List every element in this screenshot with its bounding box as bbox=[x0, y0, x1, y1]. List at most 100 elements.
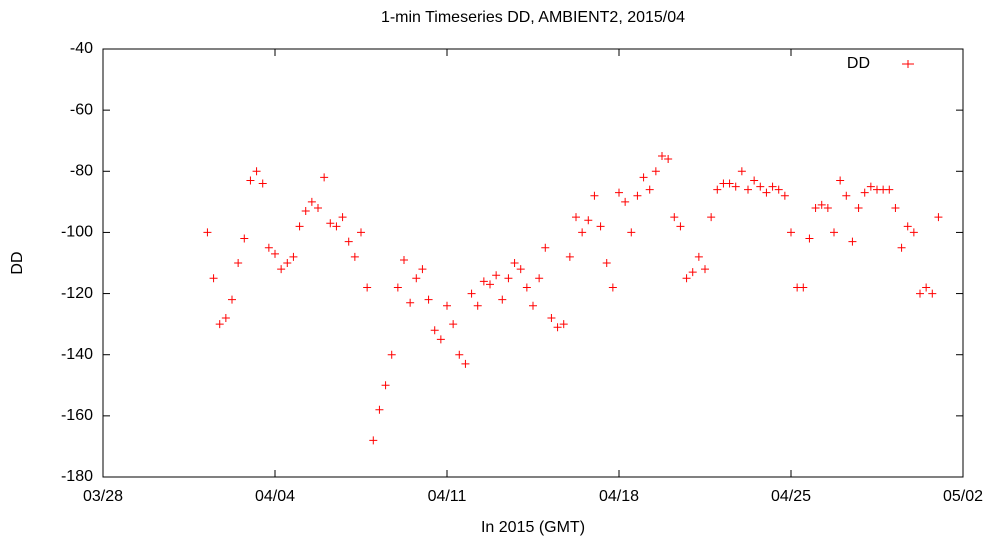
data-point bbox=[621, 197, 630, 206]
data-point bbox=[553, 323, 562, 332]
data-point bbox=[633, 191, 642, 200]
data-point bbox=[221, 314, 230, 323]
data-point bbox=[922, 283, 931, 292]
data-point bbox=[264, 243, 273, 252]
data-point bbox=[283, 259, 292, 267]
data-point bbox=[860, 188, 869, 197]
data-point bbox=[295, 222, 304, 231]
data-point bbox=[307, 197, 316, 206]
data-point bbox=[350, 252, 359, 261]
data-point bbox=[707, 213, 716, 222]
data-point bbox=[928, 289, 937, 298]
y-tick-label: -140 bbox=[61, 346, 93, 363]
data-point bbox=[277, 265, 286, 274]
data-point bbox=[658, 152, 666, 160]
data-point bbox=[326, 219, 335, 228]
data-point bbox=[774, 185, 783, 194]
data-point bbox=[332, 222, 341, 231]
data-point bbox=[547, 314, 556, 323]
data-point bbox=[694, 252, 703, 261]
data-point bbox=[467, 289, 476, 298]
data-point bbox=[252, 167, 261, 176]
data-point bbox=[664, 155, 673, 164]
data-point bbox=[215, 320, 224, 329]
data-point bbox=[443, 301, 451, 310]
data-point bbox=[522, 283, 531, 292]
data-point bbox=[590, 191, 599, 200]
data-point bbox=[535, 274, 544, 283]
data-point bbox=[854, 203, 863, 212]
y-tick-label: -160 bbox=[61, 407, 93, 424]
data-point bbox=[701, 265, 709, 274]
data-point bbox=[504, 274, 513, 283]
data-point bbox=[750, 176, 759, 185]
data-point bbox=[400, 255, 408, 264]
data-point bbox=[436, 335, 445, 344]
data-point bbox=[627, 228, 636, 237]
data-point bbox=[651, 167, 660, 176]
data-point bbox=[572, 213, 580, 222]
data-point bbox=[498, 295, 507, 304]
y-tick-label: -100 bbox=[61, 224, 93, 241]
data-point bbox=[909, 228, 918, 237]
data-point bbox=[449, 320, 458, 329]
data-point bbox=[866, 182, 875, 191]
chart-title: 1-min Timeseries DD, AMBIENT2, 2015/04 bbox=[381, 9, 685, 26]
data-point bbox=[885, 185, 894, 194]
data-point bbox=[645, 185, 654, 194]
data-point bbox=[424, 295, 433, 304]
y-tick-label: -40 bbox=[70, 40, 93, 57]
data-point bbox=[516, 265, 525, 274]
data-point bbox=[725, 179, 734, 188]
data-point bbox=[676, 222, 685, 231]
data-point bbox=[811, 203, 820, 212]
x-tick-label: 04/04 bbox=[255, 488, 295, 505]
data-point bbox=[830, 228, 838, 237]
data-point bbox=[817, 200, 826, 209]
data-point bbox=[670, 213, 679, 222]
data-point bbox=[473, 301, 482, 310]
data-point bbox=[836, 176, 845, 185]
data-point bbox=[301, 207, 310, 216]
data-point bbox=[897, 243, 906, 252]
data-point bbox=[596, 222, 605, 231]
data-point bbox=[203, 228, 212, 237]
data-point bbox=[271, 249, 279, 258]
data-point bbox=[744, 185, 752, 194]
y-tick-label: -180 bbox=[61, 468, 93, 485]
y-axis-label: DD bbox=[9, 251, 26, 274]
data-point bbox=[762, 188, 771, 197]
data-point bbox=[246, 176, 255, 185]
data-point bbox=[357, 228, 365, 237]
y-tick-label: -80 bbox=[70, 163, 93, 180]
data-point bbox=[891, 203, 900, 212]
data-point bbox=[780, 191, 789, 200]
data-point bbox=[541, 243, 550, 252]
data-point bbox=[565, 252, 574, 261]
x-axis-label: In 2015 (GMT) bbox=[481, 519, 585, 536]
data-point bbox=[406, 298, 415, 307]
data-point bbox=[823, 203, 832, 212]
data-point bbox=[934, 213, 943, 222]
data-point bbox=[375, 405, 384, 414]
data-point bbox=[338, 213, 347, 222]
data-point bbox=[412, 274, 421, 283]
data-point bbox=[688, 268, 697, 277]
data-point bbox=[455, 350, 464, 359]
x-tick-label: 05/02 bbox=[943, 488, 983, 505]
data-point bbox=[486, 280, 494, 289]
data-point bbox=[529, 301, 537, 310]
data-point bbox=[387, 350, 396, 359]
data-point bbox=[369, 436, 378, 445]
legend-label: DD bbox=[847, 55, 870, 72]
data-point bbox=[848, 237, 857, 246]
data-point bbox=[903, 222, 912, 231]
data-point bbox=[363, 283, 372, 292]
data-point bbox=[615, 188, 623, 197]
data-point bbox=[756, 182, 765, 191]
data-point bbox=[737, 167, 746, 176]
data-point bbox=[209, 274, 218, 283]
data-point bbox=[320, 173, 329, 182]
data-point bbox=[381, 381, 390, 390]
